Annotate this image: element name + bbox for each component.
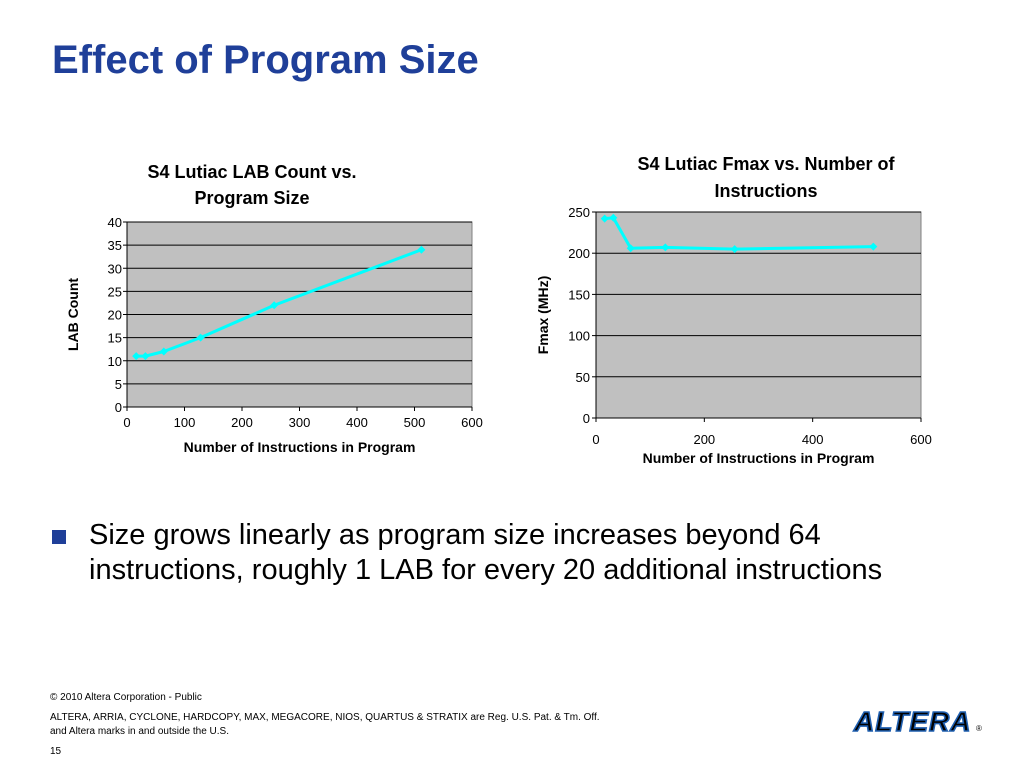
x-tick-label: 0 [123, 415, 130, 430]
y-tick-label: 0 [583, 411, 590, 426]
y-tick-label: 10 [108, 354, 122, 369]
y-tick-label: 250 [568, 205, 590, 220]
y-tick-label: 40 [108, 215, 122, 230]
data-point [196, 333, 205, 342]
data-point [141, 352, 150, 361]
lab-count-chart: S4 Lutiac LAB Count vs. Program Size 0 5 10 1… [65, 162, 483, 455]
chart-title: Instructions [714, 181, 817, 201]
y-axis-label: LAB Count [65, 278, 81, 351]
data-point [417, 245, 426, 254]
y-tick-label: 0 [115, 400, 122, 415]
data-point [730, 245, 739, 254]
x-tick-label: 400 [346, 415, 368, 430]
x-tick-label: 200 [693, 432, 715, 447]
y-tick-label: 50 [576, 370, 590, 385]
x-tick-label: 600 [461, 415, 483, 430]
plot-area [595, 211, 922, 419]
bullet-square-icon [52, 530, 66, 544]
altera-logo: ALTERA ® [852, 706, 982, 736]
chart-title: Program Size [194, 188, 309, 208]
svg-text:ALTERA: ALTERA [853, 706, 971, 736]
x-tick-label: 600 [910, 432, 932, 447]
y-tick-label: 5 [115, 377, 122, 392]
footer-trademark-line2: and Altera marks in and outside the U.S. [50, 726, 229, 737]
y-axis-label: Fmax (MHz) [535, 276, 551, 355]
x-tick-label: 0 [592, 432, 599, 447]
x-tick-label: 500 [404, 415, 426, 430]
data-point [609, 213, 618, 222]
y-tick-label: 15 [108, 331, 122, 346]
y-tick-label: 200 [568, 246, 590, 261]
bullet-text: Size grows linearly as program size incr… [89, 519, 883, 586]
data-point [661, 243, 670, 252]
x-tick-label: 100 [174, 415, 196, 430]
data-point [132, 352, 141, 361]
data-point [270, 301, 279, 310]
page-number: 15 [50, 746, 62, 757]
footer-copyright: © 2010 Altera Corporation - Public [50, 692, 202, 703]
chart-title: S4 Lutiac Fmax vs. Number of [637, 154, 895, 174]
x-tick-label: 200 [231, 415, 253, 430]
fmax-chart: S4 Lutiac Fmax vs. Number of Instructions… [535, 154, 932, 466]
x-axis-label: Number of Instructions in Program [184, 439, 416, 455]
x-tick-label: 400 [802, 432, 824, 447]
bullet-point: Size grows linearly as program size incr… [52, 518, 982, 588]
y-tick-label: 35 [108, 238, 122, 253]
y-tick-label: 150 [568, 287, 590, 302]
x-tick-label: 300 [289, 415, 311, 430]
footer-trademark-line1: ALTERA, ARRIA, CYCLONE, HARDCOPY, MAX, M… [50, 712, 600, 723]
svg-text:®: ® [976, 724, 982, 733]
y-tick-label: 20 [108, 308, 122, 323]
data-point [626, 244, 635, 253]
slide-title: Effect of Program Size [52, 38, 479, 82]
data-point [159, 347, 168, 356]
data-point [600, 214, 609, 223]
x-axis-label: Number of Instructions in Program [643, 450, 875, 466]
y-tick-label: 30 [108, 261, 122, 276]
y-tick-label: 100 [568, 329, 590, 344]
y-tick-label: 25 [108, 284, 122, 299]
chart-title: S4 Lutiac LAB Count vs. [147, 162, 356, 182]
data-point [869, 242, 878, 251]
